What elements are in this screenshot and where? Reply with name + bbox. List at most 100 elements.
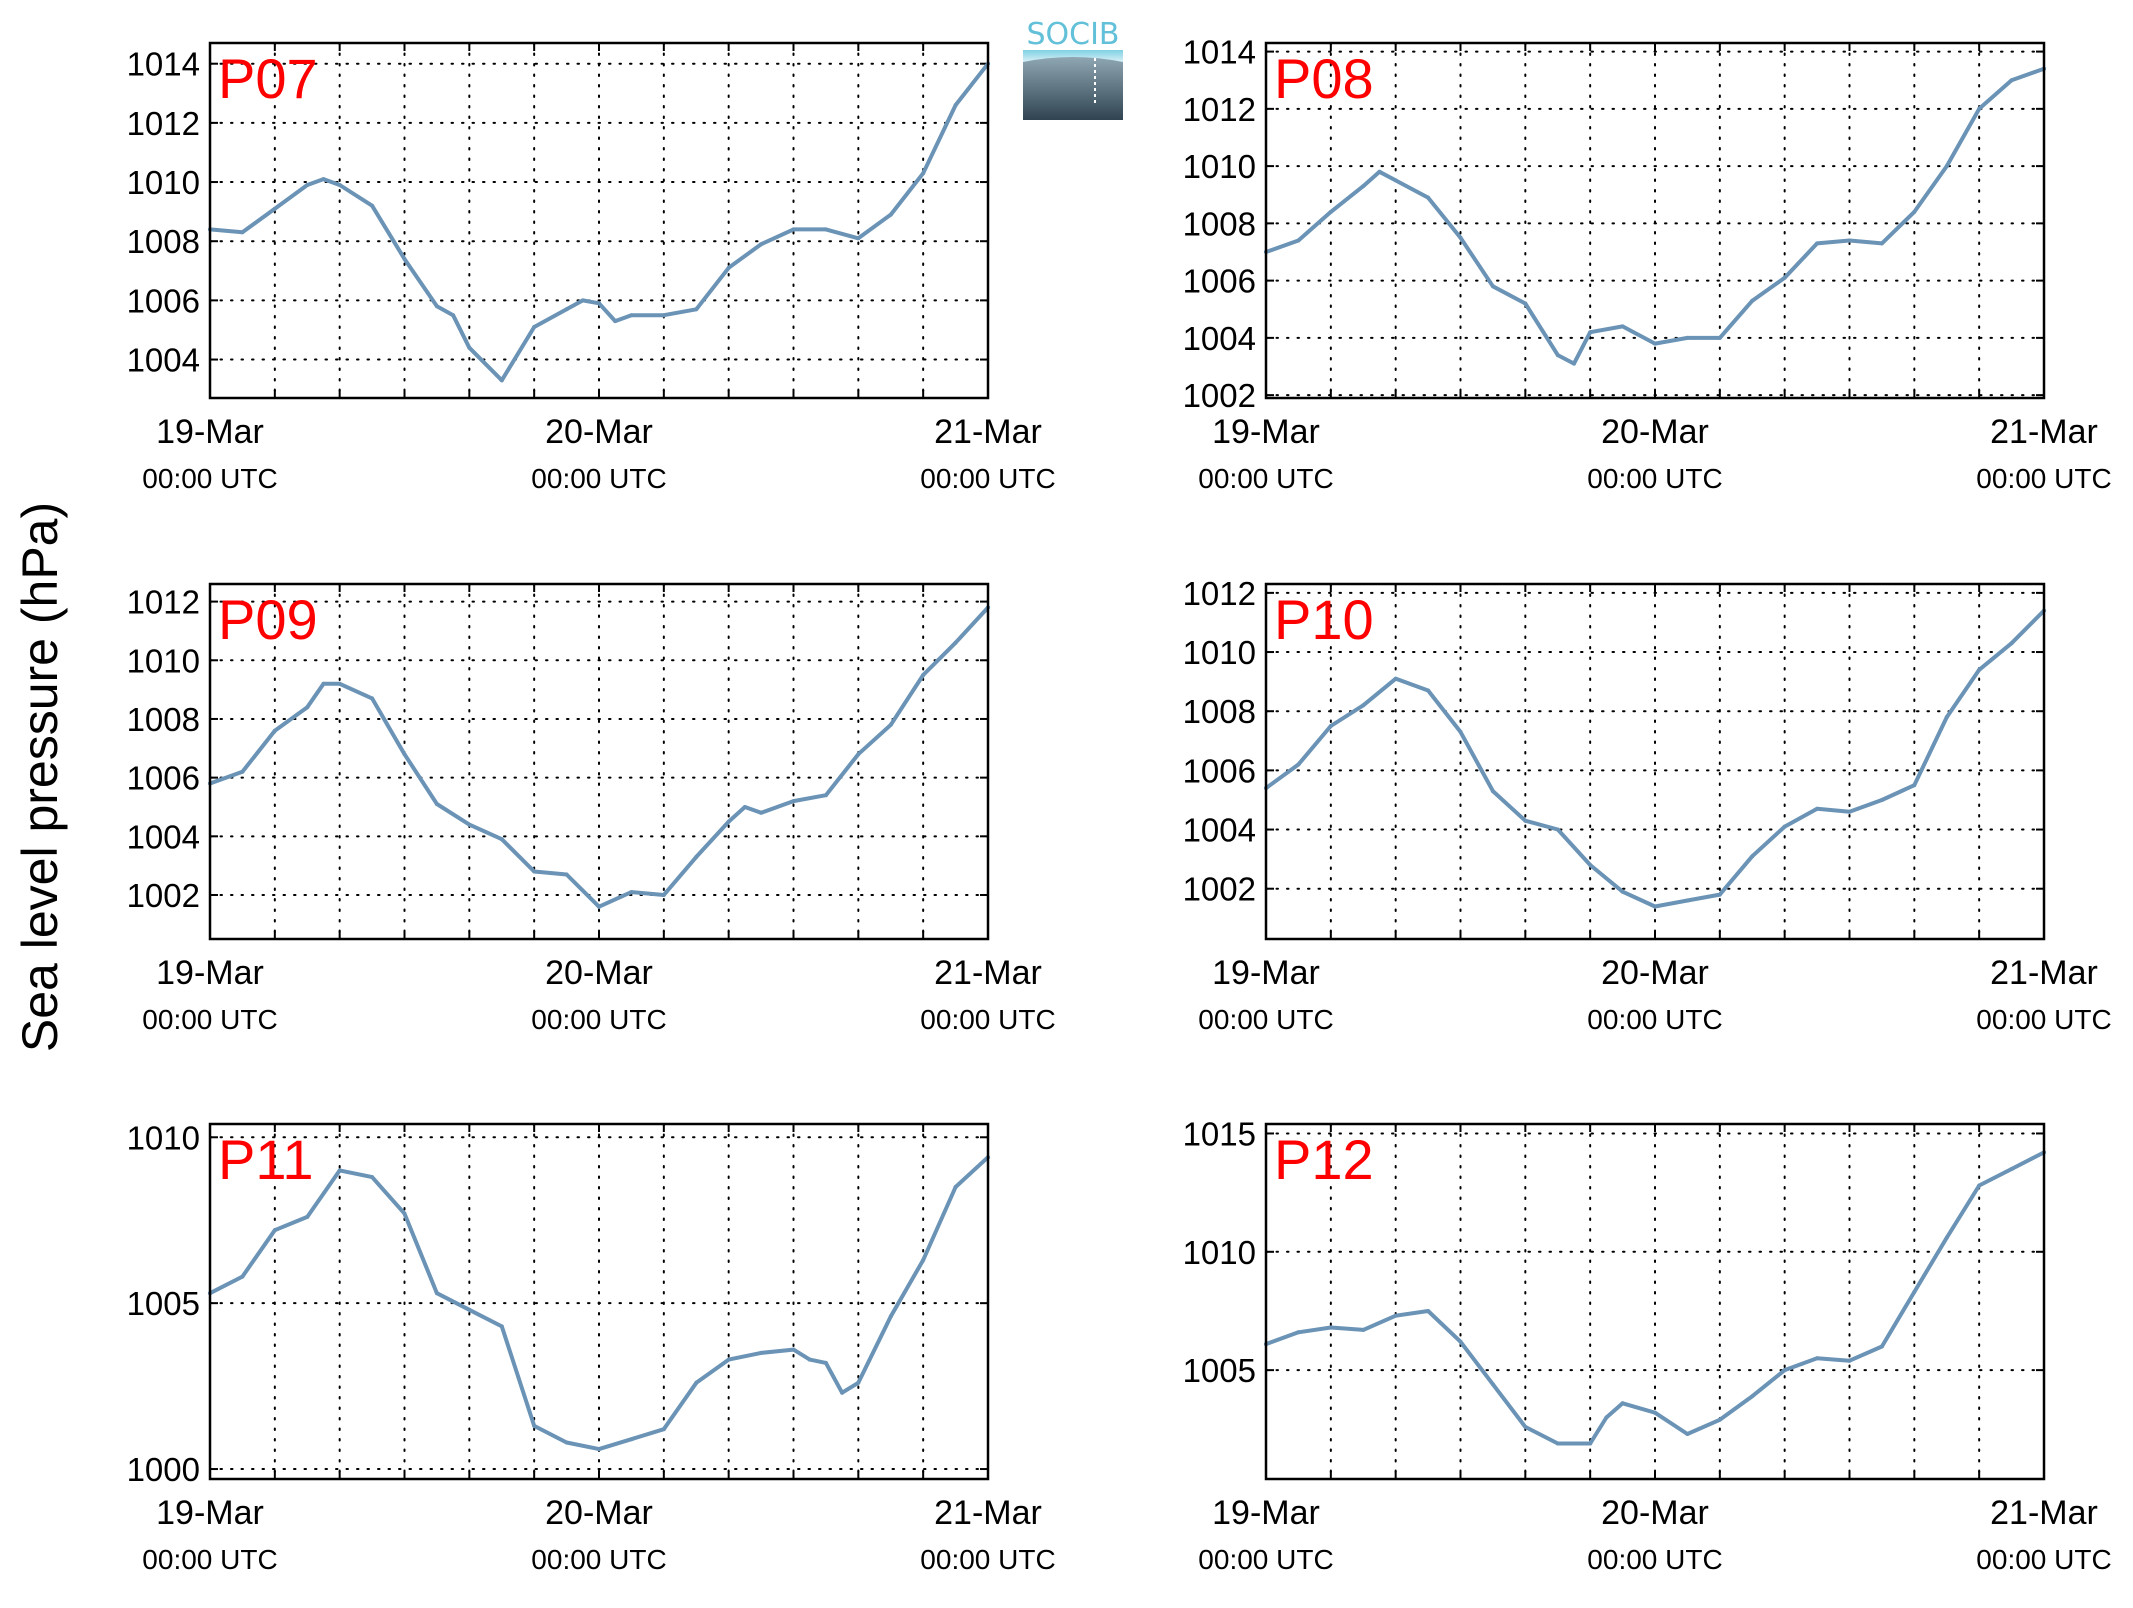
data-point [532,869,537,874]
x-tick-label-time: 00:00 UTC [142,1004,277,1035]
data-point [305,183,310,187]
data-point [888,722,893,727]
plot-frame [208,41,990,400]
data-point [921,171,926,176]
data-point [337,681,342,686]
data-point [1782,275,1787,280]
data-point [661,313,666,318]
data-point [597,1447,601,1452]
y-tick-label: 1004 [127,818,200,855]
x-tick-label-time: 00:00 UTC [1587,1544,1722,1575]
data-point [402,1211,407,1216]
data-point [694,854,699,859]
data-point [272,728,277,733]
data-point [434,1291,439,1296]
data-point [629,313,634,318]
data-point [1815,806,1820,811]
y-tick-label: 1006 [127,282,200,319]
data-point [402,257,407,261]
data-point [2009,641,2014,646]
y-tick-label: 1002 [1183,871,1256,908]
data-point [1620,324,1625,329]
data-point [451,313,456,318]
data-point [1588,330,1593,335]
data-point [1653,1410,1657,1415]
data-point [1653,904,1657,909]
data-point [1847,238,1852,243]
data-point [1879,1344,1884,1349]
data-point [1912,1290,1917,1294]
data-point [1717,892,1722,897]
station-label: P12 [1274,1128,1374,1191]
data-point [759,1350,764,1355]
data-point [402,752,407,757]
data-point [240,1274,245,1279]
data-point [1393,1313,1398,1318]
plot-frame [1264,1122,2046,1481]
panel-p08: 1002 1004 1006 1008 1010 1012 1014 P08 19-Mar 00:… [1183,34,2112,494]
data-point [1750,854,1755,859]
series-line-p12 [1264,1150,2046,1446]
x-tick-label-time: 00:00 UTC [920,1544,1055,1575]
data-point [694,1380,699,1385]
y-tick-label: 1006 [127,760,200,797]
x-tick-label-day: 20-Mar [545,954,653,992]
data-point [1555,827,1560,832]
y-tick-label: 1000 [127,1451,200,1488]
y-tick-label: 1014 [1183,34,1256,71]
data-point [1458,729,1463,734]
data-point [791,799,796,804]
data-point [1847,809,1852,814]
y-tick-label: 1004 [1183,320,1256,357]
data-point [434,802,439,806]
x-tick-label-time: 00:00 UTC [142,463,277,494]
x-tick-label-time: 00:00 UTC [920,1004,1055,1035]
data-point [1750,298,1755,303]
panel-p10: 1002 1004 1006 1008 1010 1012 P10 19-Mar 00:00 U… [1183,575,2112,1035]
y-tick-label: 1005 [1183,1352,1256,1389]
x-tick-label-time: 00:00 UTC [1198,463,1333,494]
data-point [1685,898,1690,903]
x-tick-label-day: 20-Mar [1601,413,1709,451]
x-tick-label-time: 00:00 UTC [1976,1544,2111,1575]
data-point [1523,301,1528,306]
data-point [370,696,375,701]
data-point [564,1440,569,1445]
x-tick-label-day: 19-Mar [1212,954,1320,992]
data-point [1604,1415,1609,1420]
plot-frame [208,582,990,941]
y-tick-label: 1002 [1183,377,1256,414]
x-tick-label-day: 19-Mar [156,1494,264,1532]
data-point [1555,1441,1560,1446]
data-point [1490,789,1495,794]
panel-p07: 1004 1006 1008 1010 1012 1014 P07 19-Mar 00:00 U… [127,41,1056,494]
data-point [532,1423,537,1428]
data-point [1944,1235,1949,1240]
data-point [661,893,666,897]
data-point [337,183,342,187]
data-point [532,325,537,329]
data-point [1458,235,1463,240]
data-point [856,236,861,241]
x-tick-label-day: 20-Mar [545,413,653,451]
data-point [1717,1417,1722,1422]
data-point [1426,688,1431,693]
y-tick-label: 1015 [1183,1115,1256,1152]
data-point [1620,889,1625,894]
x-tick-label-time: 00:00 UTC [1976,1004,2111,1035]
data-point [694,307,699,312]
data-point [856,1380,861,1385]
x-tick-label-day: 19-Mar [1212,1494,1320,1532]
data-point [1328,209,1333,214]
data-point [1815,241,1820,246]
data-point [580,298,585,303]
data-point [1750,1394,1755,1399]
data-point [1296,762,1301,767]
data-point [1879,798,1884,802]
data-point [726,1357,731,1362]
data-point [1296,1330,1301,1335]
data-point [272,1228,277,1233]
data-point [1328,1325,1333,1330]
data-point [1296,238,1301,243]
x-tick-label-day: 20-Mar [1601,954,1709,992]
